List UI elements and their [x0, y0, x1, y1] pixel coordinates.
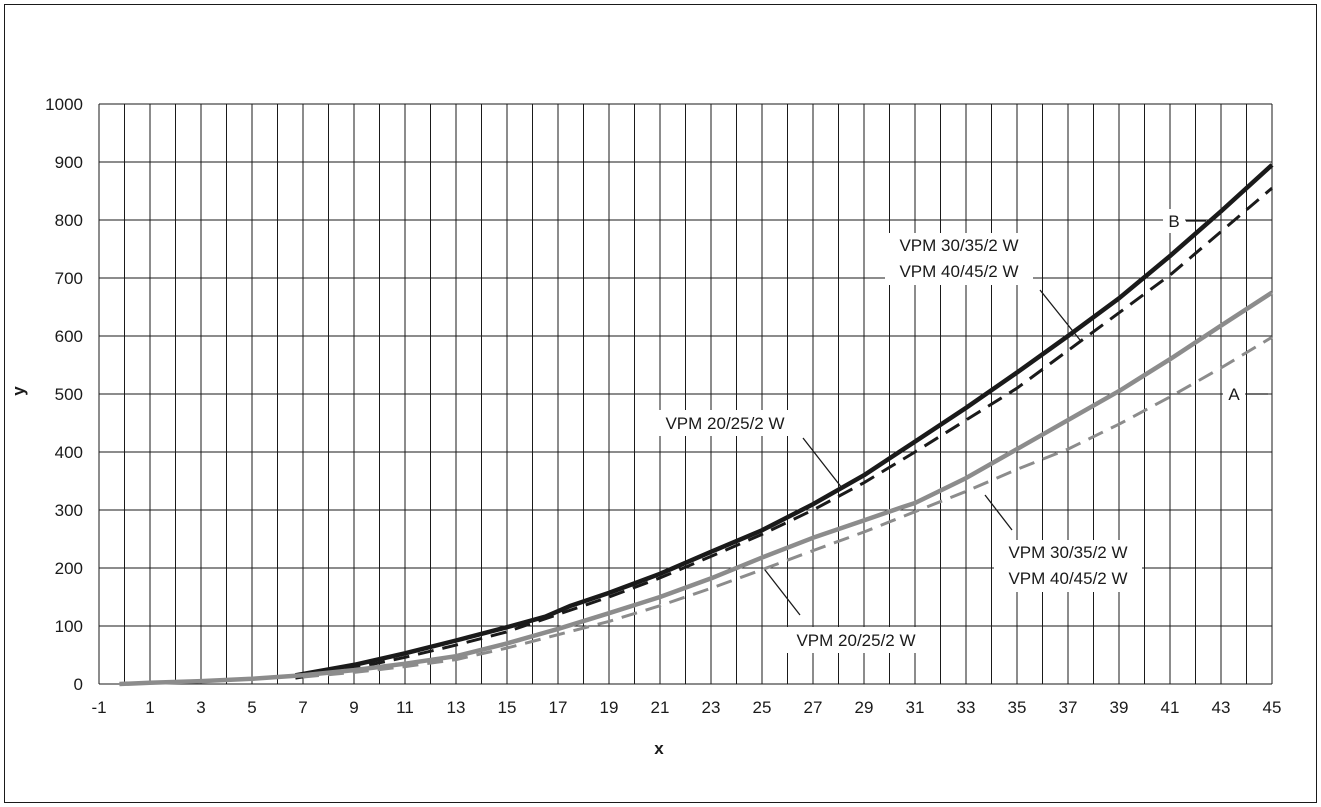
- label-a: A: [1228, 385, 1240, 404]
- x-tick-label: 9: [349, 698, 358, 717]
- y-tick-label: 800: [55, 211, 83, 230]
- x-tick-label: 45: [1263, 698, 1282, 717]
- x-tick-label: 15: [498, 698, 517, 717]
- x-tick-label: 39: [1110, 698, 1129, 717]
- x-tick-label: 7: [298, 698, 307, 717]
- y-tick-label: 0: [74, 675, 83, 694]
- b-dashed-callout-line2: VPM 40/45/2 W: [899, 262, 1018, 281]
- series-b-solid: [295, 163, 1274, 678]
- x-tick-label: 11: [396, 698, 414, 717]
- y-tick-label: 1000: [45, 95, 83, 114]
- y-tick-label: 200: [55, 559, 83, 578]
- y-tick-label: 900: [55, 153, 83, 172]
- b-solid-callout: VPM 20/25/2 W: [665, 414, 784, 433]
- a-dashed-callout-line2: VPM 40/45/2 W: [1008, 569, 1127, 588]
- a-solid-callout: VPM 20/25/2 W: [796, 631, 915, 650]
- x-axis-label: x: [654, 739, 664, 758]
- y-tick-label: 400: [55, 443, 83, 462]
- y-tick-label: 300: [55, 501, 83, 520]
- b-solid-callout-bg: [640, 410, 810, 436]
- leader-a-dashed: [984, 494, 1013, 531]
- label-b-bg: [1163, 209, 1185, 233]
- x-tick-label: 43: [1212, 698, 1231, 717]
- x-tick-label: 29: [855, 698, 874, 717]
- x-tick-label: 27: [804, 698, 823, 717]
- x-tick-label: 33: [957, 698, 976, 717]
- x-tick-label: 1: [145, 698, 154, 717]
- leader-b-solid: [802, 437, 843, 489]
- b-dashed-callout-line1: VPM 30/35/2 W: [899, 236, 1018, 255]
- leader-b-dashed: [1039, 289, 1081, 341]
- x-tick-label: 3: [196, 698, 205, 717]
- y-axis-label: y: [9, 386, 28, 396]
- label-a-bg: [1223, 382, 1245, 406]
- y-tick-labels: 0 100 200 300 400 500 600 700 800 900 1000: [45, 95, 83, 694]
- x-tick-label: 21: [651, 698, 670, 717]
- x-tick-label: 19: [600, 698, 619, 717]
- annotation-leaders: [764, 220, 1268, 616]
- x-tick-labels: -1 1 3 5 7 9 11 13 15 17 19 21 23 25 27 29 31 33 35 37 39 41 4…: [91, 698, 1281, 717]
- y-tick-label: 100: [55, 617, 83, 636]
- series-b-dashed: [295, 186, 1273, 680]
- y-tick-label: 500: [55, 385, 83, 404]
- chart-frame: [4, 4, 1317, 803]
- x-tick-label: -1: [91, 698, 106, 717]
- leader-a-solid: [764, 569, 801, 616]
- x-tick-label: 31: [906, 698, 925, 717]
- chart-grid: [98, 103, 1273, 685]
- x-tick-label: 35: [1008, 698, 1027, 717]
- series-a-dashed: [302, 335, 1273, 679]
- b-dashed-callout-bg: [885, 233, 1033, 285]
- series-lines: [119, 163, 1274, 687]
- x-tick-label: 17: [549, 698, 568, 717]
- x-tick-label: 37: [1059, 698, 1078, 717]
- label-b: B: [1168, 212, 1179, 231]
- y-tick-label: 600: [55, 327, 83, 346]
- y-tick-label: 700: [55, 269, 83, 288]
- series-a-solid: [119, 290, 1274, 687]
- a-solid-callout-bg: [776, 627, 936, 653]
- x-tick-label: 25: [753, 698, 772, 717]
- x-tick-label: 5: [247, 698, 256, 717]
- x-tick-label: 41: [1161, 698, 1180, 717]
- x-tick-label: 23: [702, 698, 721, 717]
- a-dashed-callout-bg: [994, 540, 1142, 592]
- a-dashed-callout-line1: VPM 30/35/2 W: [1008, 543, 1127, 562]
- x-tick-label: 13: [447, 698, 466, 717]
